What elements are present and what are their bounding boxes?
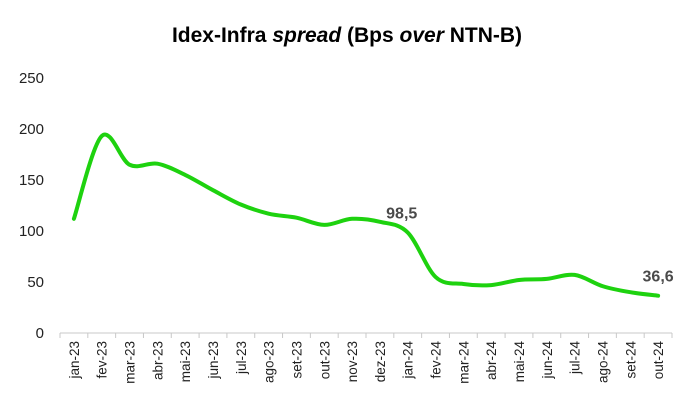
x-tick-label: mar-23 [123,341,138,384]
x-tick-label: ago-24 [595,341,610,384]
x-tick-label: mai-23 [178,341,193,382]
chart-title-part: NTN-B) [444,24,522,47]
spread-series-line [71,132,661,298]
x-tick-label: jan-23 [67,341,82,380]
x-tick-label: set-23 [289,341,304,379]
chart-title-part: over [400,24,446,47]
data-label: 98,5 [386,206,417,223]
data-label: 36,6 [643,269,674,286]
y-tick-label: 50 [27,274,44,291]
x-tick-label: abr-23 [150,341,165,380]
x-tick-label: dez-23 [373,341,388,382]
y-tick-label: 150 [19,172,44,189]
x-tick-label: fev-23 [95,341,110,379]
chart-title-part: Idex-Infra [172,24,272,47]
y-tick-label: 100 [19,223,44,240]
y-tick-label: 200 [19,121,44,138]
x-tick-label: out-23 [317,341,332,379]
x-tick-label: ago-23 [262,341,277,383]
y-tick-label: 250 [19,70,44,87]
x-axis: jan-23 fev-23 mar-23 abr-23 mai-23 jun-23 jul-… [59,332,673,384]
x-tick-label: out-24 [651,341,666,380]
x-tick-label: jun-24 [540,341,555,380]
x-tick-label: jul-23 [234,341,249,375]
x-tick-label: mai-24 [512,341,527,383]
x-tick-label: nov-23 [345,341,360,382]
x-tick-label: jul-24 [568,341,583,376]
chart-title-part: (Bps [341,24,399,47]
data-labels: 98,5 36,6 [386,206,674,286]
x-tick-label: mar-24 [456,341,471,384]
x-tick-label: jan-24 [401,341,416,380]
x-tick-label: fev-24 [429,341,444,379]
x-tick-label: abr-24 [484,341,499,381]
x-tick-label: set-24 [623,341,638,379]
y-axis: 0 50 100 150 200 250 [19,70,44,342]
chart-title: Idex-Infra spread (Bps over NTN-B) [172,24,522,47]
x-tick-label: jun-23 [206,341,221,380]
chart-title-part: spread [272,24,342,47]
y-tick-label: 0 [36,325,44,342]
